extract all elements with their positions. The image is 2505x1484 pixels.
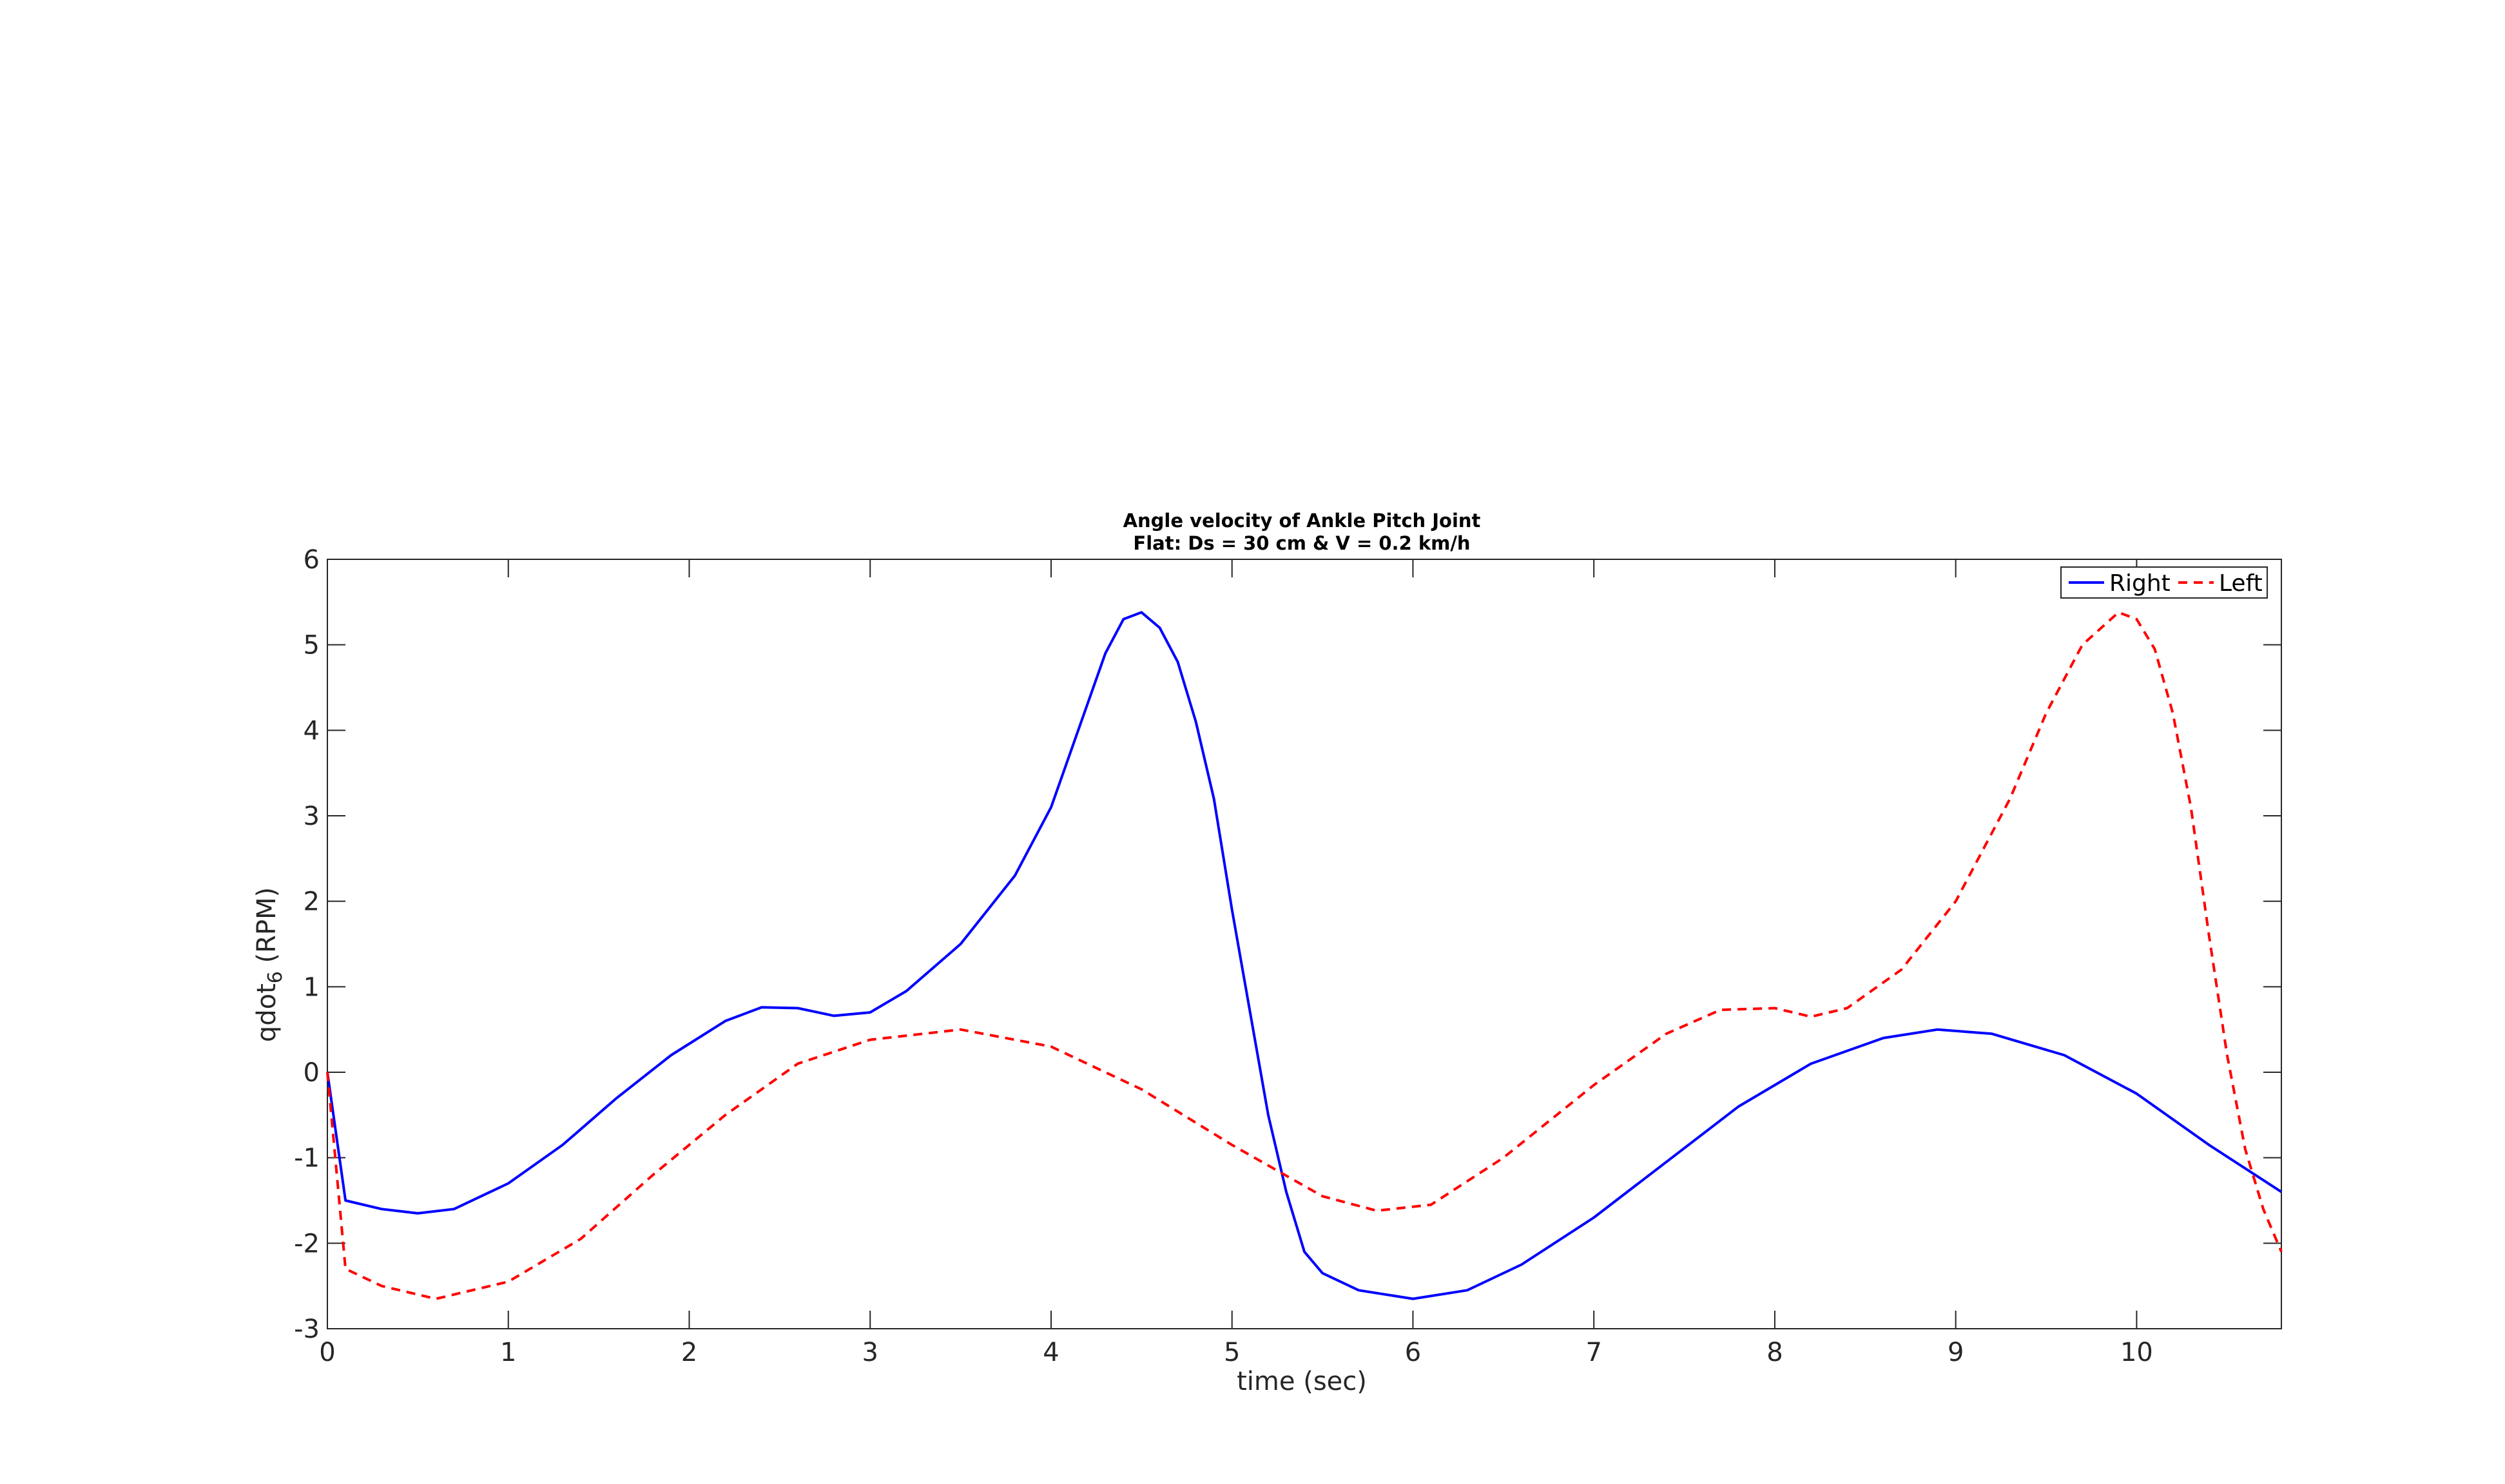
y-axis-label-main: qdot bbox=[252, 983, 282, 1042]
y-tick-label: -2 bbox=[294, 1229, 320, 1258]
x-tick-label: 1 bbox=[500, 1338, 516, 1367]
chart-subtitle: Flat: Ds = 30 cm & V = 0.2 km/h bbox=[1133, 532, 1470, 554]
legend-label-left: Left bbox=[2219, 570, 2263, 597]
chart-title: Angle velocity of Ankle Pitch Joint bbox=[1123, 510, 1481, 532]
y-axis-label-subscript: 6 bbox=[264, 971, 287, 983]
series-line-left bbox=[326, 611, 2283, 1300]
legend: Right Left bbox=[2060, 566, 2268, 599]
y-tick-label: -3 bbox=[294, 1315, 320, 1344]
x-tick-label: 2 bbox=[681, 1338, 697, 1367]
y-tick-label: 0 bbox=[304, 1058, 320, 1088]
y-tick-label: 6 bbox=[304, 545, 320, 575]
y-tick-label: 4 bbox=[304, 716, 320, 746]
y-tick-label: 2 bbox=[304, 887, 320, 917]
x-tick-label: 3 bbox=[862, 1338, 878, 1367]
y-axis-label-unit: (RPM) bbox=[252, 887, 282, 971]
series-line-right bbox=[326, 611, 2283, 1300]
y-tick-label: 1 bbox=[304, 972, 320, 1002]
plot-frame bbox=[327, 559, 2282, 1329]
x-tick-label: 8 bbox=[1766, 1338, 1783, 1367]
y-tick-label: 3 bbox=[304, 802, 320, 831]
legend-label-right: Right bbox=[2109, 570, 2171, 597]
y-axis-label: qdot6 (RPM) bbox=[252, 887, 287, 1042]
x-tick-label: 7 bbox=[1585, 1338, 1601, 1367]
x-tick-label: 9 bbox=[1948, 1338, 1964, 1367]
y-tick-label: -1 bbox=[294, 1144, 320, 1173]
x-tick-label: 4 bbox=[1043, 1338, 1059, 1367]
plot-area: 0 1 2 3 4 5 6 7 8 9 10 -3 -2 -1 0 1 2 3 4 5 6 bbox=[294, 545, 2283, 1367]
x-axis-label: time (sec) bbox=[1237, 1367, 1367, 1396]
y-tick-label: 5 bbox=[304, 631, 320, 660]
x-tick-label: 6 bbox=[1405, 1338, 1421, 1367]
x-tick-label: 5 bbox=[1224, 1338, 1240, 1367]
x-tick-label: 10 bbox=[2120, 1338, 2153, 1367]
x-tick-label: 0 bbox=[319, 1338, 335, 1367]
